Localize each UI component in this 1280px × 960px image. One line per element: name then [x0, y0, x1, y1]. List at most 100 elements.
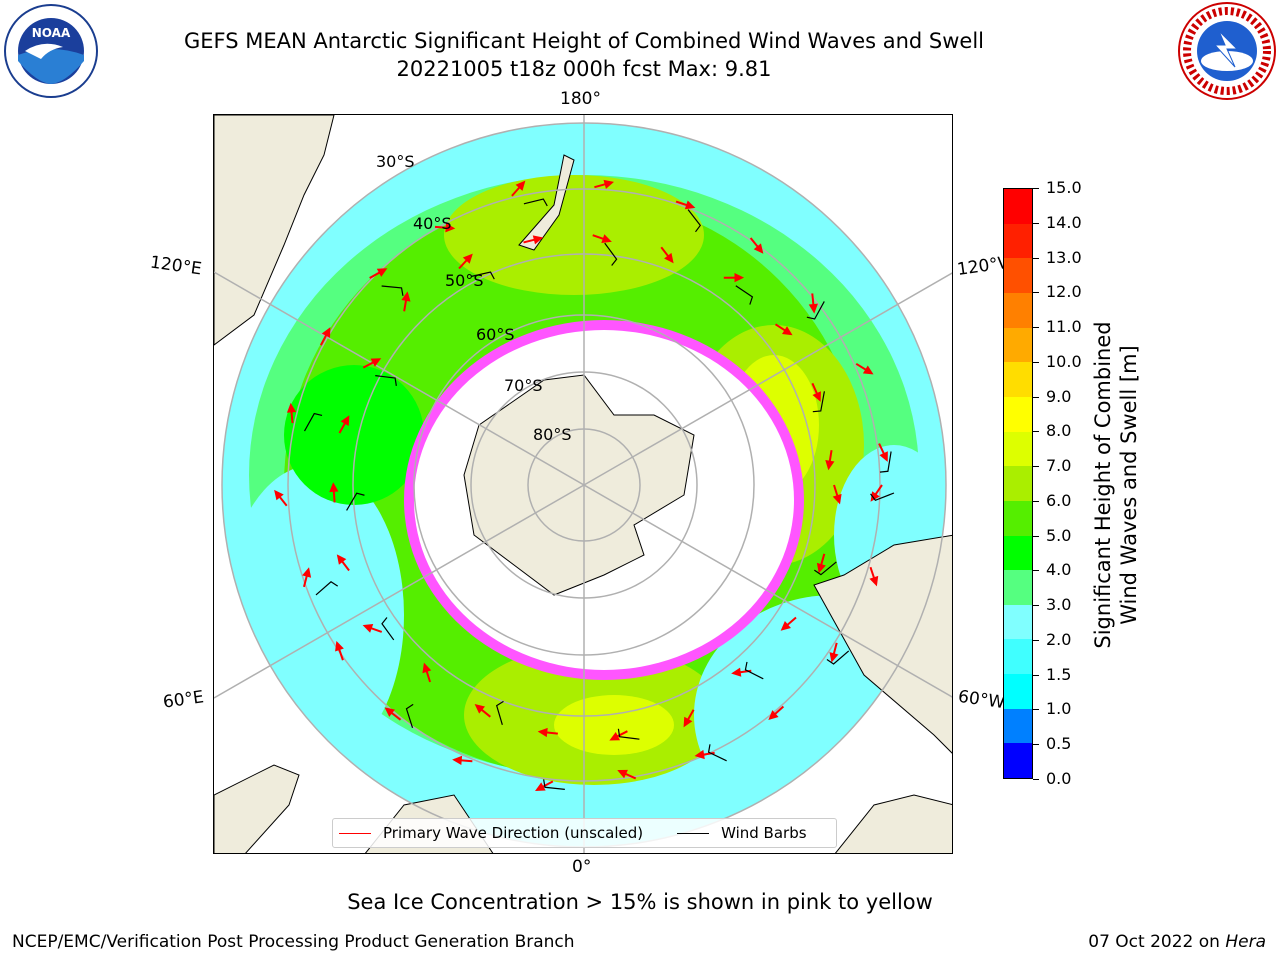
lon-label-60w: 60°W [956, 686, 1007, 714]
svg-text:NOAA: NOAA [32, 26, 71, 40]
wind-barb [315, 580, 339, 596]
wave-arrowhead [336, 554, 347, 565]
wind-barb [405, 703, 414, 729]
colorbar-segment [1004, 535, 1032, 571]
wave-arrowhead [601, 234, 612, 244]
wave-height-field [222, 123, 946, 847]
lat-label-80s: 80°S [533, 425, 572, 444]
wave-arrowhead [869, 575, 879, 587]
colorbar-label-line2: Wind Waves and Swell [m] [1117, 345, 1141, 625]
colorbar-label-line1: Significant Height of Combined [1091, 321, 1115, 649]
colorbar-segment [1004, 431, 1032, 467]
footer-right: 07 Oct 2022 on Hera [1088, 932, 1266, 952]
lat-label-50s: 50°S [445, 271, 484, 290]
wind-barb [870, 492, 895, 501]
wind-barb [523, 198, 548, 207]
wave-arrowhead [609, 731, 621, 741]
wave-arrowhead [603, 179, 614, 189]
colorbar-tick-label: 1.0 [1033, 699, 1071, 718]
wind-barb [381, 617, 395, 641]
wave-arrowhead [362, 623, 374, 633]
wave-arrowhead [329, 482, 339, 493]
colorbar-tick-label: 2.0 [1033, 630, 1071, 649]
madagascar-landmass [214, 764, 300, 853]
colorbar-segment [1004, 674, 1032, 709]
wind-barb [687, 209, 702, 233]
wave-arrowhead [808, 303, 818, 314]
chart-title: GEFS MEAN Antarctic Significant Height o… [183, 29, 985, 53]
colorbar-segment [1004, 708, 1032, 744]
wave-arrowhead [832, 493, 842, 505]
wave-arrowhead [321, 327, 331, 338]
colorbar-tick-label: 13.0 [1033, 248, 1082, 267]
map-legend: Primary Wave Direction (unscaled) Wind B… [332, 818, 837, 848]
lon-label-bottom: 0° [572, 857, 592, 877]
new-zealand-landmass [518, 154, 575, 251]
colorbar-tick-label: 6.0 [1033, 491, 1071, 510]
colorbar-tick-label: 3.0 [1033, 595, 1071, 614]
footer-left: NCEP/EMC/Verification Post Processing Pr… [12, 932, 575, 952]
colorbar-tick-label: 7.0 [1033, 456, 1071, 475]
wave-arrowhead [274, 489, 284, 501]
colorbar-segment [1004, 604, 1032, 640]
colorbar-segment [1004, 500, 1032, 536]
antarctica-landmass [463, 374, 695, 596]
wind-barb [495, 700, 504, 725]
wind-barb [707, 744, 727, 762]
lat-label-30s: 30°S [376, 152, 415, 171]
south-america-south-landmass [834, 794, 952, 853]
lon-label-60e: 60°E [161, 687, 206, 713]
wave-arrowhead [684, 200, 696, 210]
wave-arrowhead [452, 755, 463, 766]
wave-arrowhead [422, 662, 432, 674]
colorbar-segment [1004, 327, 1032, 363]
wind-barb [346, 492, 365, 511]
wind-barb [879, 451, 892, 473]
wind-barbs [303, 198, 895, 790]
wave-arrowhead [462, 253, 473, 264]
graticule [214, 115, 952, 853]
wave-arrowhead [617, 769, 628, 779]
colorbar-tick-label: 1.5 [1033, 665, 1071, 684]
colorbar-segment [1004, 570, 1032, 605]
noaa-logo: NOAA [3, 3, 99, 99]
colorbar-segment [1004, 189, 1032, 224]
lon-label-top: 180° [560, 89, 601, 109]
colorbar-segment [1004, 362, 1032, 397]
colorbar-tick-label: 5.0 [1033, 526, 1071, 545]
colorbar-tick-label: 14.0 [1033, 213, 1082, 232]
wave-arrowhead [829, 652, 839, 663]
wave-arrowhead [768, 710, 779, 721]
barb-legend-swatch [677, 832, 710, 834]
colorbar-segment [1004, 396, 1032, 432]
colorbar-tick-label: 9.0 [1033, 387, 1071, 406]
barb-legend-label: Wind Barbs [721, 824, 807, 842]
australia-landmass [214, 115, 335, 346]
footer-host: Hera [1225, 932, 1266, 952]
map-canvas [214, 115, 952, 853]
wave-arrowhead [731, 667, 742, 677]
wave-arrowhead [694, 749, 705, 760]
wave-arrowhead [683, 716, 693, 728]
wave-direction-arrows [274, 179, 888, 792]
colorbar-segment [1004, 223, 1032, 259]
wave-arrowhead [780, 620, 791, 631]
wave-arrowhead [340, 415, 350, 426]
wave-legend-swatch [339, 832, 371, 834]
wave-arrowhead [384, 707, 395, 717]
colorbar-label: Significant Height of Combined Wind Wave… [1090, 225, 1142, 745]
colorbar-tick-label: 10.0 [1033, 352, 1082, 371]
sea-ice-note: Sea Ice Concentration > 15% is shown in … [347, 890, 933, 914]
wave-legend-label: Primary Wave Direction (unscaled) [383, 824, 644, 842]
lat-label-70s: 70°S [504, 376, 543, 395]
wind-barb [812, 391, 825, 413]
wind-barb [806, 301, 825, 320]
wave-arrowhead [781, 326, 793, 336]
wave-arrowhead [664, 252, 674, 264]
lat-label-60s: 60°S [476, 325, 515, 344]
colorbar-tick-label: 12.0 [1033, 282, 1082, 301]
colorbar-segment [1004, 258, 1032, 294]
wave-arrowhead [537, 727, 548, 738]
polar-map [213, 114, 953, 854]
lat-label-40s: 40°S [413, 214, 452, 233]
